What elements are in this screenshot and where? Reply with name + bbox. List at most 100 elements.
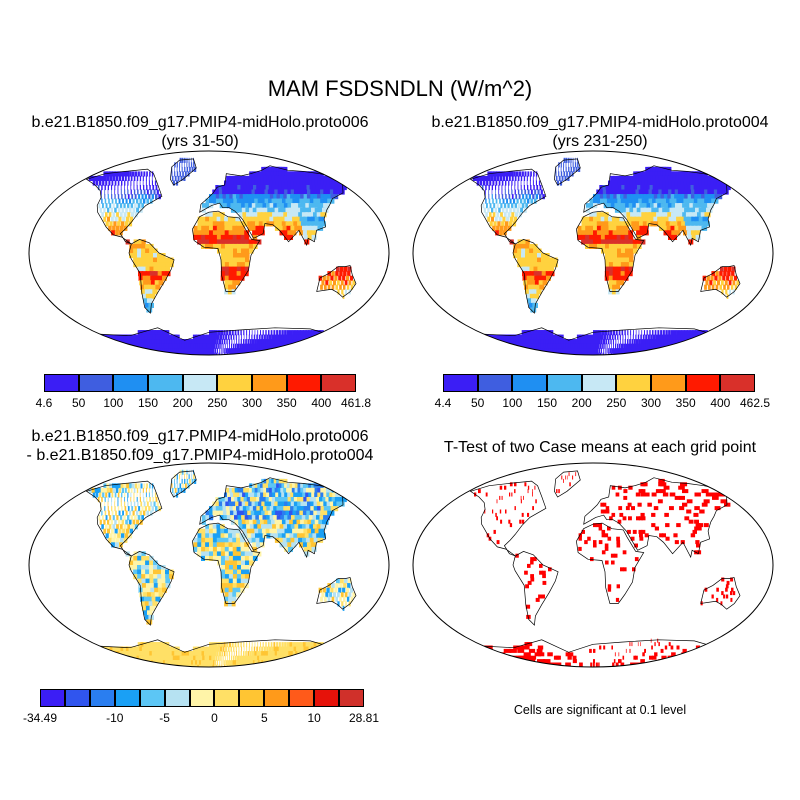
- map-diff-cell: [268, 646, 272, 652]
- map-ttest-cell: [539, 563, 543, 568]
- map-case1-cell: [254, 180, 260, 186]
- map-case1-cell: [318, 334, 325, 340]
- map-diff-cell: [240, 542, 246, 548]
- map-case2-cell: [657, 334, 661, 340]
- map-diff-cell: [318, 587, 322, 593]
- colorbar-case1-swatch: [44, 374, 79, 392]
- map-case1-cell: [243, 198, 249, 204]
- map-ttest-cell: [695, 540, 700, 545]
- map-ttest-cell: [578, 536, 582, 541]
- map-case2-cell: [621, 185, 627, 191]
- map-diff-cell: [149, 574, 154, 580]
- map-case2-cell: [609, 194, 615, 200]
- map-case2-cell: [616, 194, 622, 200]
- map-case2-cell: [603, 194, 608, 200]
- map-case1-cell: [265, 330, 267, 336]
- map-case1-cell: [320, 284, 323, 290]
- map-case2-cell: [545, 352, 554, 355]
- map-case1-cell: [273, 203, 279, 209]
- map-diff-cell: [291, 646, 296, 652]
- map-case1-cell: [134, 212, 138, 218]
- map-ttest-cell: [627, 502, 632, 507]
- map-case2-cell: [731, 266, 736, 272]
- map-case2-cell: [639, 352, 645, 355]
- map-diff-cell: [293, 506, 300, 512]
- map-case2-cell: [492, 180, 495, 186]
- map-diff-cell: [243, 533, 249, 539]
- map-diff-cell: [232, 660, 236, 666]
- map-case2-cell: [642, 339, 646, 345]
- map-diff-cell: [149, 578, 155, 584]
- map-case2-cell: [619, 221, 625, 227]
- map-diff-cell: [134, 515, 137, 521]
- map-ttest-cell: [694, 506, 700, 511]
- map-case2-cell: [509, 239, 514, 245]
- map-diff-cell: [211, 655, 214, 661]
- map-case1-cell: [274, 352, 283, 355]
- map-diff-cell: [181, 469, 184, 475]
- map-case2-cell: [692, 203, 700, 209]
- map-case1-cell: [112, 225, 116, 231]
- map-case1-cell: [99, 207, 102, 213]
- map-case1-cell: [303, 234, 309, 240]
- map-case1-cell: [143, 298, 149, 304]
- map-diff-cell: [222, 664, 224, 667]
- map-case1-cell: [203, 348, 207, 354]
- map-case1-cell: [184, 162, 185, 168]
- map-case1-cell: [125, 198, 128, 204]
- map-diff-cell: [121, 519, 125, 525]
- map-case2-cell: [536, 289, 542, 295]
- map-diff-cell: [240, 583, 245, 589]
- map-case2-cell: [496, 175, 500, 181]
- map-diff-cell: [107, 506, 109, 512]
- map-case2-cell: [589, 348, 592, 354]
- map-case1-cell: [262, 203, 268, 209]
- map-case2-cell: [607, 330, 610, 336]
- map-case2-cell: [571, 171, 574, 177]
- map-case1-cell: [241, 343, 244, 349]
- map-case1-cell: [161, 266, 167, 272]
- map-ttest-cell: [721, 591, 724, 596]
- map-case1-cell: [320, 221, 326, 227]
- map-case1-cell: [249, 352, 254, 355]
- map-diff-cell: [186, 651, 192, 657]
- colorbar-case2-swatch: [581, 374, 617, 392]
- map-case1-cell: [107, 216, 110, 222]
- map-diff-cell: [233, 560, 238, 566]
- map-diff-cell: [225, 560, 230, 566]
- map-diff-cell: [299, 510, 306, 516]
- map-case2-cell: [683, 198, 690, 204]
- map-diff-cell: [220, 642, 223, 648]
- map-diff-cell: [88, 646, 101, 652]
- map-case1-cell: [188, 162, 190, 168]
- map-case1-cell: [265, 216, 271, 222]
- map-diff-cell: [249, 651, 252, 657]
- map-case2-cell: [691, 207, 698, 213]
- map-case2-cell: [615, 343, 617, 349]
- map-case2-cell: [625, 248, 630, 254]
- map-diff-cell: [215, 501, 220, 507]
- map-case2-cell: [589, 230, 594, 236]
- map-case2-cell: [523, 280, 529, 286]
- map-case2-cell: [702, 275, 706, 281]
- map-diff-cell: [138, 587, 144, 593]
- map-ttest-cell: [684, 516, 690, 521]
- map-case1-cell: [142, 180, 144, 186]
- map-case2-cell: [723, 284, 726, 290]
- map-case1-cell: [280, 203, 287, 209]
- map-diff-cell: [241, 565, 246, 571]
- map-case1-cell: [251, 221, 257, 227]
- map-diff-cell: [270, 651, 275, 657]
- map-case2-cell: [684, 330, 688, 336]
- map-diff-cell: [280, 515, 287, 521]
- map-diff-cell: [309, 537, 316, 543]
- map-ttest-cell: [607, 584, 612, 589]
- map-ttest-cell: [640, 492, 645, 497]
- map-diff-cell: [204, 651, 208, 657]
- map-diff-cell: [252, 555, 258, 561]
- map-case2-cell: [547, 330, 554, 336]
- map-case1-cell: [201, 348, 205, 354]
- map-case2-cell: [628, 352, 633, 355]
- map-case1-cell: [216, 216, 222, 222]
- map-diff-cell: [300, 533, 307, 539]
